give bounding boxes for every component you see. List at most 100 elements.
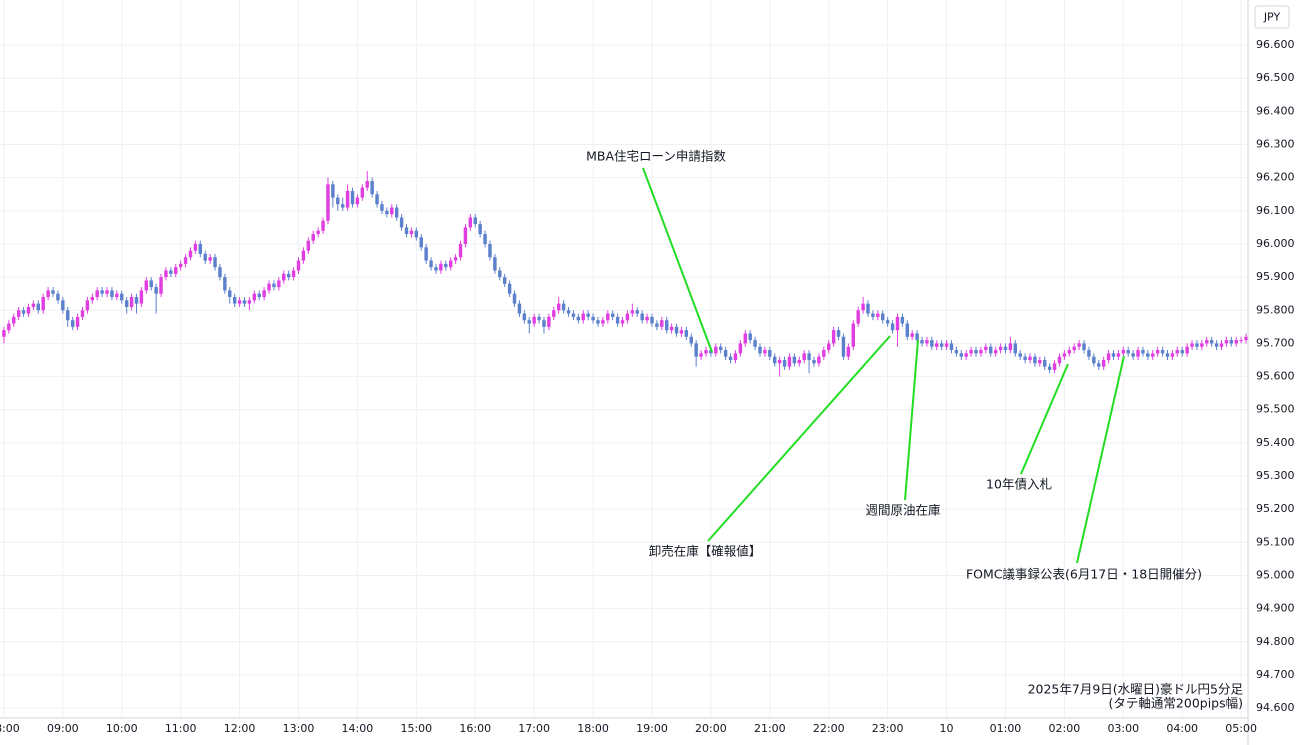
- annotation-label: 卸売在庫【確報値】: [649, 544, 762, 559]
- candle-body: [267, 283, 271, 291]
- candle-body: [915, 333, 919, 341]
- candle-body: [1205, 340, 1209, 344]
- candle-body: [890, 323, 895, 331]
- candle-body: [542, 320, 546, 327]
- candle-body: [1097, 363, 1101, 367]
- x-tick-label: 08:00: [0, 722, 20, 735]
- candle-body: [100, 290, 104, 294]
- candle-body: [674, 326, 679, 334]
- candle-body: [188, 250, 193, 258]
- candle-body: [247, 300, 252, 304]
- candle-body: [885, 320, 890, 324]
- candle-body: [610, 313, 615, 317]
- candle-body: [1190, 343, 1194, 347]
- candle-body: [1224, 340, 1229, 344]
- candle-body: [80, 310, 85, 317]
- candle-body: [282, 273, 286, 281]
- candle-body: [527, 320, 531, 324]
- candle-body: [841, 336, 846, 357]
- candle-body: [257, 293, 261, 298]
- candle-body: [183, 257, 188, 264]
- candle-body: [935, 343, 939, 347]
- candle-body: [394, 207, 399, 218]
- candle-body: [905, 323, 909, 337]
- candle-body: [1082, 343, 1086, 351]
- y-tick-label: 95.900: [1256, 270, 1295, 283]
- x-tick-label: 04:00: [1166, 722, 1198, 735]
- candle-body: [218, 267, 222, 278]
- candle-body: [213, 257, 217, 268]
- candle-body: [434, 267, 438, 271]
- candle-body: [792, 356, 797, 364]
- candle-body: [1195, 343, 1199, 347]
- candle-body: [1244, 336, 1248, 341]
- candle-body: [861, 303, 865, 311]
- annotation-line: [904, 339, 919, 501]
- candle-body: [1131, 353, 1135, 357]
- candle-body: [512, 293, 517, 304]
- candle-body: [949, 343, 954, 351]
- candle-body: [797, 359, 801, 364]
- candle-body: [822, 350, 826, 357]
- candle-body: [286, 273, 291, 278]
- x-tick-label: 14:00: [342, 722, 374, 735]
- candle-body: [1057, 356, 1062, 364]
- candle-body: [2, 330, 6, 337]
- y-tick-label: 94.700: [1256, 668, 1295, 681]
- candle-body: [124, 300, 129, 307]
- candle-body: [463, 227, 468, 244]
- annotation-label: MBA住宅ローン申請指数: [586, 149, 726, 164]
- candle-body: [493, 257, 497, 271]
- x-tick-label: 11:00: [165, 722, 197, 735]
- candle-body: [522, 313, 527, 321]
- candle-body: [566, 310, 571, 314]
- candle-body: [979, 350, 983, 354]
- plot-area: [2, 171, 1248, 377]
- candle-body: [1126, 350, 1130, 354]
- candle-body: [453, 257, 458, 261]
- annotation-line: [1020, 363, 1069, 475]
- candle-body: [910, 333, 914, 337]
- candle-body: [753, 340, 757, 347]
- candle-body: [7, 323, 11, 331]
- candle-body: [959, 353, 964, 357]
- candle-body: [336, 197, 340, 205]
- candle-body: [669, 326, 674, 331]
- candle-body: [846, 346, 851, 357]
- candle-body: [768, 350, 772, 357]
- candle-body: [1111, 353, 1116, 357]
- candle-body: [743, 333, 747, 344]
- candle-body: [1200, 343, 1204, 347]
- candle-body: [1209, 340, 1214, 344]
- annotation-label: FOMC議事録公表(6月17日・18日開催分): [966, 567, 1202, 582]
- caption: 2025年7月9日(水曜日)豪ドル円5分足: [1028, 682, 1244, 697]
- candle-body: [939, 343, 944, 347]
- candle-body: [1023, 356, 1027, 360]
- candle-body: [581, 313, 585, 321]
- candle-body: [85, 300, 90, 311]
- candle-body: [70, 320, 75, 327]
- candle-body: [1234, 340, 1238, 344]
- candle-body: [1239, 340, 1243, 342]
- candle-body: [169, 270, 173, 274]
- candle-body: [154, 287, 158, 294]
- y-tick-label: 95.600: [1256, 370, 1295, 383]
- candle-body: [1092, 356, 1096, 364]
- candle-body: [232, 297, 237, 304]
- candle-body: [728, 356, 733, 360]
- candle-body: [1067, 350, 1072, 354]
- x-tick-label: 05:00: [1225, 722, 1257, 735]
- candle-body: [1229, 340, 1234, 344]
- candle-body: [90, 297, 95, 301]
- candle-body: [1116, 353, 1121, 357]
- candle-body: [51, 290, 55, 294]
- candle-body: [733, 353, 738, 360]
- y-tick-label: 95.200: [1256, 502, 1295, 515]
- candle-body: [375, 194, 379, 205]
- y-tick-label: 95.100: [1256, 535, 1295, 548]
- candle-body: [866, 303, 870, 314]
- candle-body: [954, 350, 959, 354]
- candle-body: [645, 316, 649, 321]
- y-tick-label: 96.000: [1256, 237, 1295, 250]
- candle-body: [718, 346, 723, 351]
